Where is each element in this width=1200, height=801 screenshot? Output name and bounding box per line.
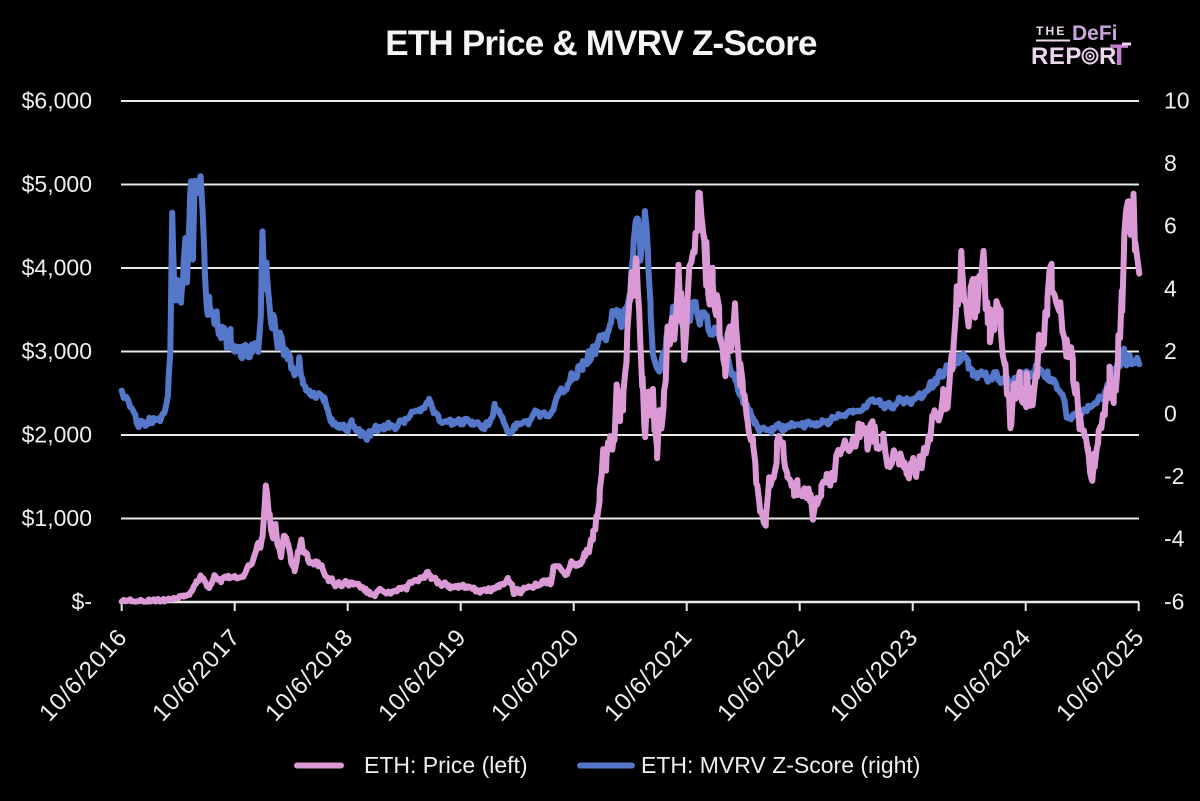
svg-text:$4,000: $4,000 — [22, 255, 92, 281]
svg-text:$6,000: $6,000 — [22, 88, 92, 114]
svg-text:-6: -6 — [1164, 588, 1184, 614]
svg-text:ETH: MVRV Z-Score (right): ETH: MVRV Z-Score (right) — [641, 752, 920, 778]
svg-text:0: 0 — [1164, 401, 1177, 427]
svg-text:-4: -4 — [1164, 526, 1185, 552]
svg-text:DeFi: DeFi — [1072, 22, 1118, 45]
svg-text:$3,000: $3,000 — [22, 338, 92, 364]
svg-text:THE: THE — [1036, 24, 1067, 38]
svg-text:ETH: Price (left): ETH: Price (left) — [364, 752, 528, 778]
svg-text:2: 2 — [1164, 338, 1177, 364]
svg-text:-2: -2 — [1164, 463, 1184, 489]
svg-text:8: 8 — [1164, 150, 1177, 176]
svg-text:10: 10 — [1164, 88, 1190, 114]
svg-text:$2,000: $2,000 — [22, 422, 92, 448]
svg-text:6: 6 — [1164, 213, 1177, 239]
svg-text:$5,000: $5,000 — [22, 171, 92, 197]
svg-text:ETH Price & MVRV Z-Score: ETH Price & MVRV Z-Score — [385, 24, 817, 63]
svg-text:$-: $- — [72, 589, 92, 615]
svg-text:4: 4 — [1164, 275, 1177, 301]
svg-text:T: T — [1110, 39, 1128, 72]
svg-text:R: R — [1099, 43, 1116, 70]
svg-text:$1,000: $1,000 — [22, 505, 92, 531]
svg-text:REP: REP — [1031, 43, 1082, 70]
